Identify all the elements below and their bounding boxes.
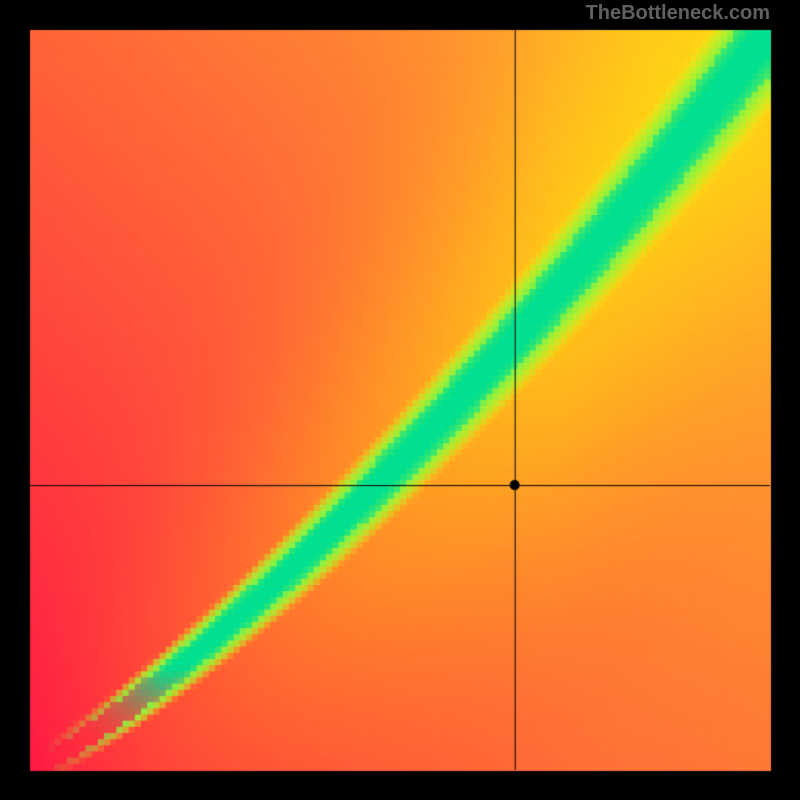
watermark-text: TheBottleneck.com xyxy=(586,2,770,25)
chart-container: TheBottleneck.com xyxy=(0,0,800,800)
heatmap-canvas xyxy=(0,0,800,800)
